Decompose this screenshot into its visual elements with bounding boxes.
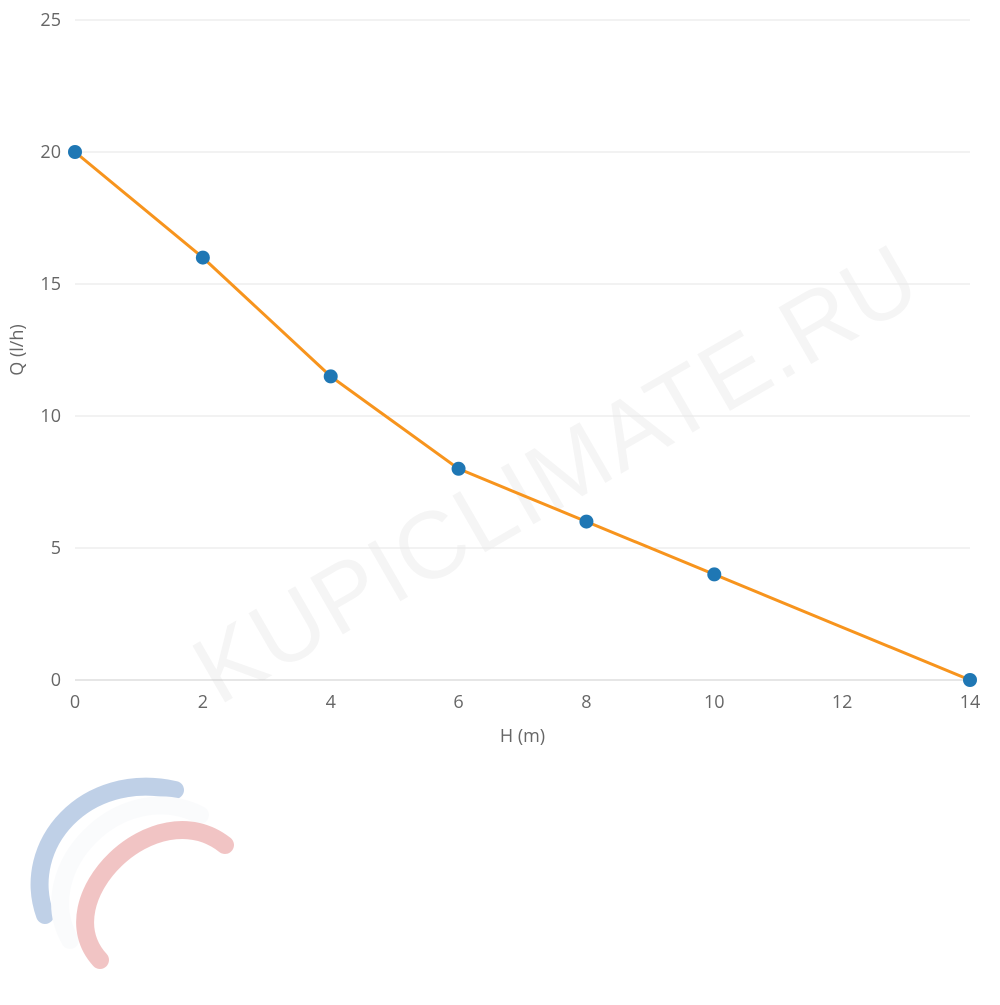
series-marker [579, 515, 593, 529]
y-tick-label: 15 [40, 272, 61, 296]
chart-container: KUPICLIMATE.RU 0 5 10 15 20 25 0 2 4 6 8 10 12 14 Q (… [0, 0, 1000, 1000]
series-marker [707, 567, 721, 581]
watermark: KUPICLIMATE.RU [176, 224, 937, 725]
x-axis-label: H (m) [500, 724, 545, 748]
series-marker [324, 369, 338, 383]
series-marker [963, 673, 977, 687]
logo-arc [85, 830, 225, 960]
svg-text:KUPICLIMATE.RU: KUPICLIMATE.RU [176, 224, 937, 725]
x-tick-label: 14 [960, 690, 981, 714]
chart-svg: KUPICLIMATE.RU 0 5 10 15 20 25 0 2 4 6 8 10 12 14 Q (… [0, 0, 1000, 1000]
x-tick-label: 12 [832, 690, 853, 714]
x-tick-label: 0 [70, 690, 80, 714]
logo-watermark [40, 787, 225, 960]
x-tick-label: 8 [581, 690, 591, 714]
y-tick-label: 25 [40, 8, 61, 32]
y-tick-label: 20 [40, 140, 61, 164]
y-axis-label: Q (l/h) [5, 324, 29, 375]
series-marker [196, 251, 210, 265]
x-tick-label: 2 [198, 690, 208, 714]
y-tick-label: 0 [51, 668, 61, 692]
x-tick-label: 6 [453, 690, 463, 714]
y-tick-label: 10 [40, 404, 61, 428]
series-marker [68, 145, 82, 159]
series-marker [452, 462, 466, 476]
x-tick-label: 10 [704, 690, 725, 714]
y-tick-label: 5 [51, 536, 61, 560]
x-tick-label: 4 [326, 690, 336, 714]
